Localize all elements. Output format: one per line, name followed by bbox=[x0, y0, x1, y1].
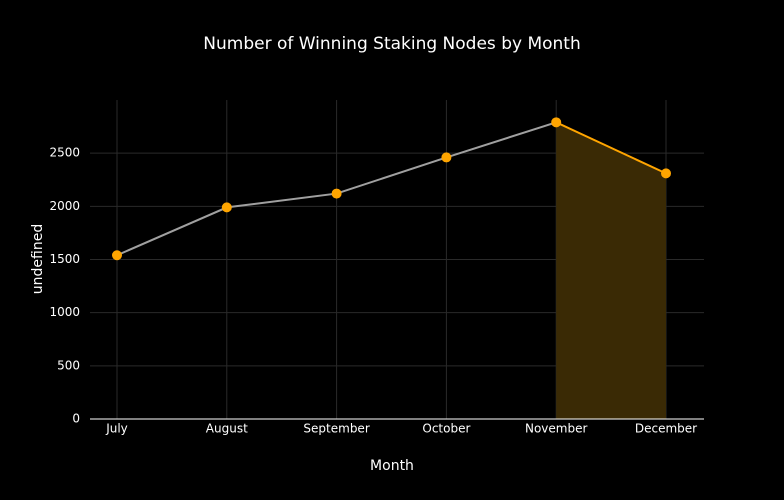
marker bbox=[551, 117, 562, 128]
x-axis-title: Month bbox=[370, 458, 414, 474]
x-tick-label: October bbox=[422, 422, 470, 436]
y-tick-label: 2500 bbox=[49, 146, 80, 160]
marker bbox=[661, 168, 671, 179]
marker bbox=[441, 152, 452, 163]
x-tick-label: July bbox=[105, 422, 128, 436]
x-tick-label: December bbox=[635, 422, 697, 436]
y-tick-label: 500 bbox=[57, 358, 80, 372]
marker bbox=[331, 188, 342, 199]
y-tick-label: 2000 bbox=[49, 199, 80, 213]
y-tick-label: 1500 bbox=[49, 252, 80, 266]
marker bbox=[221, 202, 232, 213]
x-tick-label: August bbox=[206, 422, 248, 436]
marker bbox=[112, 250, 122, 261]
x-tick-label: September bbox=[303, 422, 369, 436]
highlight-area bbox=[556, 122, 666, 419]
x-tick-label: November bbox=[525, 422, 587, 436]
y-tick-label: 0 bbox=[72, 412, 80, 426]
highlight-line bbox=[555, 121, 667, 175]
y-tick-label: 1000 bbox=[49, 305, 80, 319]
y-axis-title: undefined bbox=[30, 224, 46, 294]
chart-title: Number of Winning Staking Nodes by Month bbox=[203, 34, 580, 54]
